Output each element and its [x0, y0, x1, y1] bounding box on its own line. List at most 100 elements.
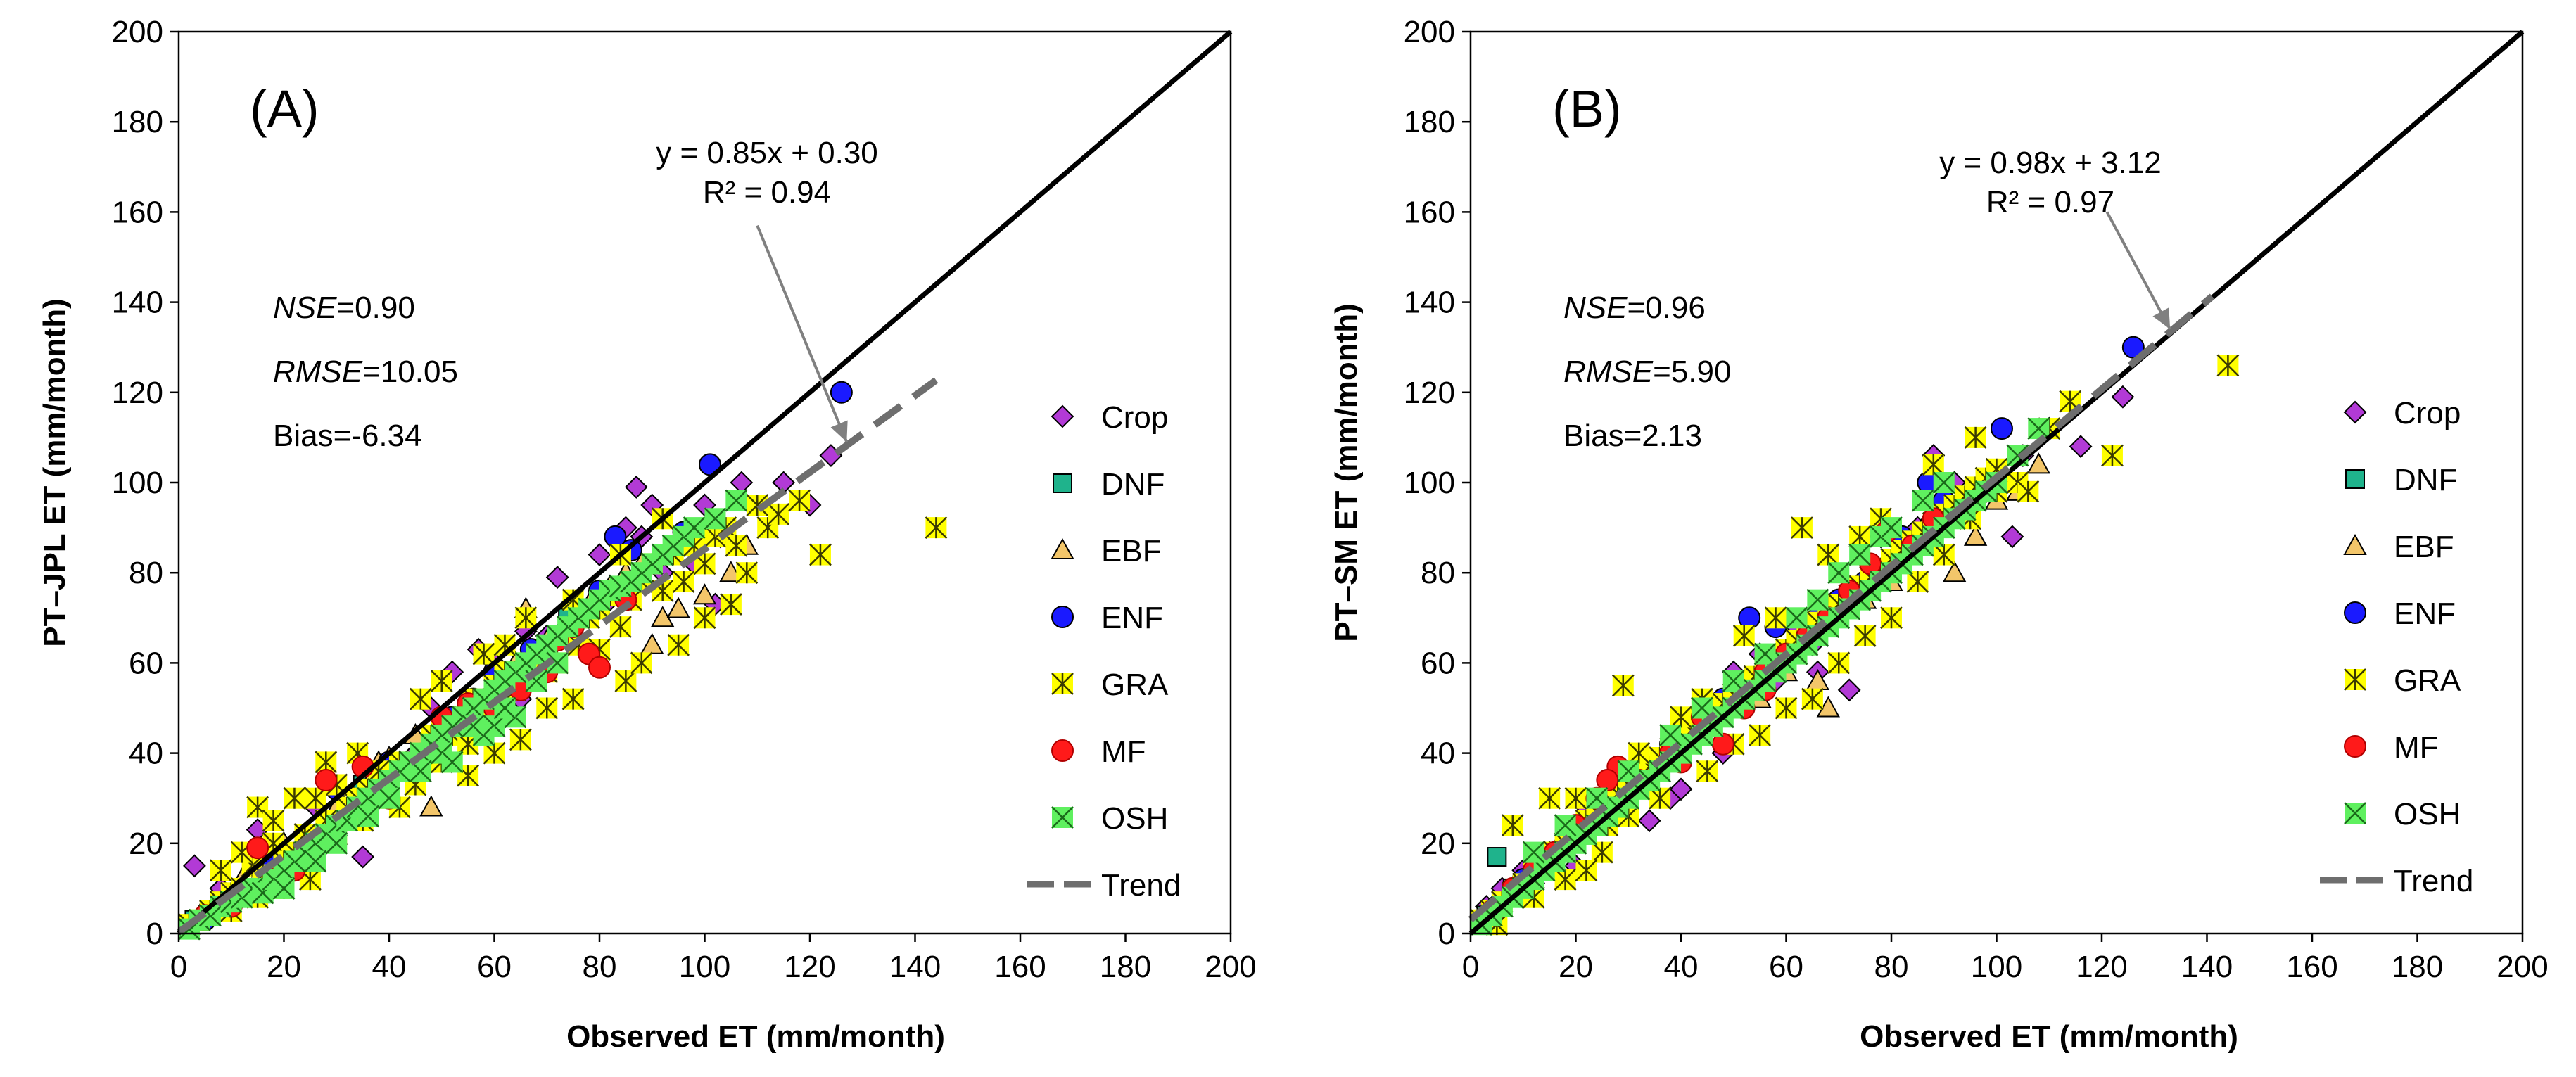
panel-b-y-tick-label-10: 200 [1404, 15, 1455, 49]
panel-b-y-tick-label-9: 180 [1404, 105, 1455, 139]
panel-b-point-gra-66-shape [1827, 651, 1851, 675]
panel-a-point-crop-0 [183, 854, 206, 878]
panel-b-point-crop-26-shape [2069, 435, 2093, 459]
panel-a-point-gra-57-shape [788, 489, 811, 512]
panel-a-point-crop-17-shape [624, 475, 648, 499]
panel-a-point-gra-61-shape [262, 809, 285, 832]
panel-b-point-gra-80 [1575, 859, 1598, 882]
panel-a-point-osh-50-shape [725, 489, 748, 512]
panel-b-legend-marker-enf [2344, 601, 2366, 624]
panel-b-point-osh-57-shape [1753, 642, 1777, 665]
panel-a-point-gra-53 [735, 561, 759, 585]
panel-b-point-gra-51-shape [2017, 480, 2040, 503]
panel-b-bias: Bias=2.13 [1563, 419, 1702, 453]
panel-b-point-gra-67-shape [1853, 625, 1877, 647]
panel-b-point-osh-51-shape [2027, 417, 2050, 440]
panel-b-point-enf-13-shape [2121, 336, 2145, 359]
panel-a-point-crop-17 [624, 475, 648, 499]
panel-a-point-mf-15-shape [588, 656, 611, 679]
panel-b-point-gra-73-shape [1554, 868, 1577, 891]
panel-a-point-gra-77 [719, 593, 742, 616]
panel-b-point-gra-56-shape [1611, 674, 1635, 697]
panel-a-point-gra-74-shape [630, 651, 653, 675]
panel-a-point-gra-75-shape [667, 633, 690, 656]
panel-a-y-tick-label-3: 60 [129, 646, 163, 680]
panel-b-point-gra-55 [2216, 354, 2240, 377]
panel-a-x-tick-label-3: 60 [477, 950, 512, 984]
panel-a-point-crop-12 [545, 566, 569, 590]
panel-a-y-tick-label-9: 180 [112, 105, 163, 139]
panel-b-y-tick-label-7: 140 [1404, 286, 1455, 320]
panel-a-trend-line [177, 377, 939, 936]
panel-b-point-crop-28-shape [1837, 678, 1861, 702]
panel-b-legend-marker-dnf-shape [2345, 469, 2365, 489]
panel-b-legend-marker-ebf-shape [2343, 533, 2367, 555]
panel-a-arrow-head [830, 420, 848, 442]
panel-a-point-osh-61 [357, 805, 379, 828]
panel-a-plot-layer [177, 30, 1233, 941]
panel-a-arrow-line [756, 224, 849, 443]
panel-b-point-gra-54 [2101, 444, 2124, 467]
panel-b-arrow-line [2105, 211, 2171, 331]
panel-b-point-gra-63 [1696, 760, 1719, 783]
panel-b-point-gra-66 [1827, 651, 1851, 675]
panel-b-point-gra-64-shape [1749, 724, 1772, 746]
panel-b-point-ebf-18-shape [1963, 524, 1988, 546]
panel-b-point-gra-58 [1501, 814, 1524, 837]
panel-a-point-mf-6 [315, 769, 338, 792]
panel-b-point-osh-50-shape [2006, 444, 2029, 467]
panel-a-point-ebf-19-shape [666, 597, 690, 618]
panel-b-point-osh-52-shape [1785, 606, 1808, 630]
panel-b-legend-marker-gra-shape [2344, 668, 2366, 691]
panel-b-point-gra-88-shape [1732, 625, 1756, 647]
panel-a-x-tick-label-9: 180 [1100, 950, 1151, 984]
panel-a-nse-label: NSE [273, 291, 337, 325]
panel-a-point-osh-65 [272, 877, 296, 900]
panel-a-point-gra-95-shape [409, 687, 432, 710]
panel-b-y-tick-label-4: 80 [1421, 556, 1455, 590]
panel-a-point-gra-76-shape [693, 606, 716, 630]
panel-a-point-gra-91-shape [514, 606, 538, 630]
panel-b-point-gra-56 [1611, 674, 1635, 697]
panel-a-legend-marker-gra [1051, 673, 1074, 695]
panel-b-equation: y = 0.98x + 3.12 [1939, 146, 2162, 180]
panel-a-y-tick-label-10: 200 [112, 15, 163, 49]
panel-a-point-crop-14 [588, 543, 611, 566]
panel-a-legend: Crop DNF EBF ENF GRA MF OSH Trend [1027, 400, 1181, 903]
panel-a-legend-marker-dnf [1053, 473, 1072, 493]
panel-a-point-gra-62-shape [283, 786, 306, 810]
panel-b-point-crop-6-shape [1637, 809, 1661, 833]
panel-a-point-gra-95 [409, 687, 432, 710]
panel-a-point-osh-62 [378, 786, 400, 810]
panel-b-point-osh-54-shape [1827, 561, 1851, 585]
panel-b-y-tick-label-3: 60 [1421, 646, 1455, 680]
panel-b-legend-label-osh: OSH [2394, 797, 2461, 831]
panel-b-point-gra-65 [1801, 687, 1824, 710]
panel-a-nse-value: =0.90 [336, 291, 414, 325]
panel-b-point-enf-5 [1738, 606, 1761, 630]
panel-a-point-ebf-20-shape [692, 583, 717, 605]
panel-a-point-gra-70-shape [509, 728, 532, 751]
panel-b-point-osh-53 [1806, 588, 1829, 611]
panel-b-point-enf-5-shape [1738, 606, 1761, 630]
panel-b-point-gra-51 [2017, 480, 2040, 503]
panel-b-point-ebf-27-shape [2026, 452, 2050, 474]
panel-a-point-crop-14-shape [588, 543, 611, 566]
panel-b-point-gra-59 [1538, 786, 1561, 810]
panel-b-legend-marker-ebf [2343, 533, 2367, 555]
panel-b-point-gra-73 [1554, 868, 1577, 891]
panel-a-point-gra-73 [614, 670, 637, 692]
panel-a-x-tick-label-6: 120 [784, 950, 835, 984]
panel-b-point-crop-26 [2069, 435, 2093, 459]
panel-b-legend-label-mf: MF [2394, 730, 2439, 765]
panel-b-x-tick-label-0: 0 [1462, 950, 1479, 984]
panel-a-point-gra-74 [630, 651, 653, 675]
panel-a-point-gra-70 [509, 728, 532, 751]
panel-a-point-gra-80 [483, 741, 506, 765]
panel-b-point-gra-83-shape [1764, 606, 1787, 630]
panel-b-x-tick-label-10: 200 [2496, 950, 2548, 984]
panel-b-point-osh-57 [1753, 642, 1777, 665]
panel-a: 0 20 40 60 80 100 120 140 160 180 200 0 20 40 60 80 100 1… [37, 15, 1257, 1054]
